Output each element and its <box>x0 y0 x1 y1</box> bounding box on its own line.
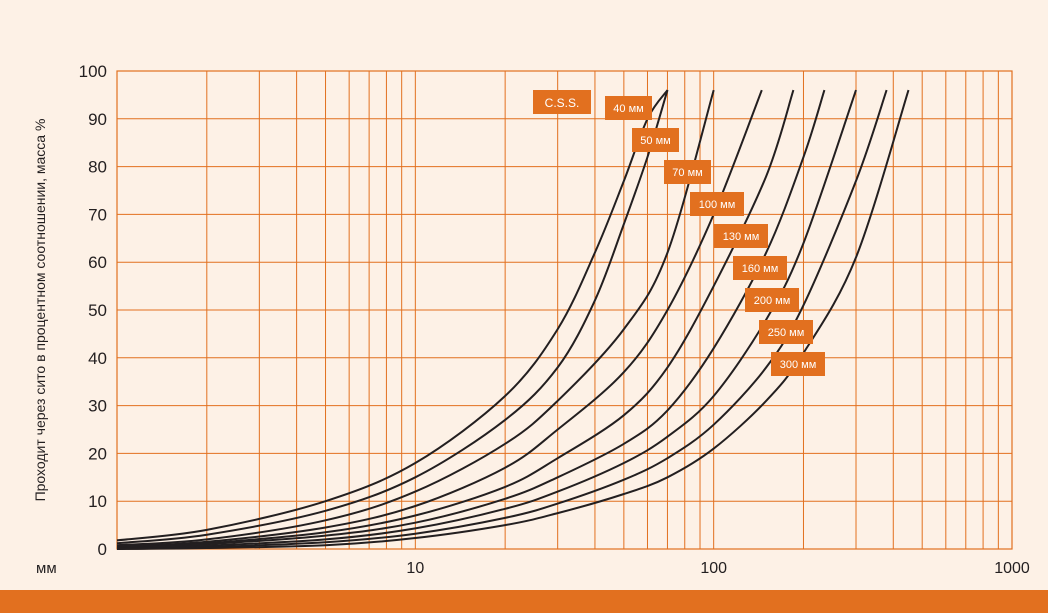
curve-label: 160 мм <box>742 263 779 275</box>
y-tick-label: 50 <box>88 301 107 320</box>
grading-curve <box>116 89 669 545</box>
y-tick-label: 60 <box>88 253 107 272</box>
grading-curve <box>116 89 715 547</box>
curve-label-box <box>664 160 711 184</box>
curve-label: 250 мм <box>768 327 805 339</box>
y-tick-label: 90 <box>88 110 107 129</box>
y-tick-label: 20 <box>88 444 107 463</box>
grading-curve <box>116 89 795 549</box>
css-legend-label: C.S.S. <box>545 96 580 110</box>
curve-label-box <box>605 96 652 120</box>
curve-label-box <box>745 288 799 312</box>
y-axis-label: Проходит через сито в процентном соотнош… <box>32 119 48 502</box>
curve-label: 100 мм <box>699 199 736 211</box>
tick-layer: 0 10 20 30 40 50 60 70 80 90 100 10 100 1000 <box>79 62 1030 577</box>
x-tick-label: 10 <box>406 560 424 577</box>
bottom-bar <box>0 590 1048 613</box>
plot-border <box>116 70 1013 550</box>
curve-label-box <box>632 128 679 152</box>
css-legend-box <box>533 90 591 114</box>
y-tick-label: 30 <box>88 397 107 416</box>
grading-curve <box>116 89 826 549</box>
grading-curve <box>116 89 888 550</box>
curve-label-box <box>771 352 825 376</box>
y-tick-label: 10 <box>88 492 107 511</box>
y-tick-label: 80 <box>88 158 107 177</box>
curve-label: 70 мм <box>672 167 702 179</box>
grading-curve <box>116 89 910 550</box>
y-tick-label: 0 <box>98 540 107 559</box>
label-layer: 40 мм 50 мм 70 мм 100 мм 130 мм 160 мм 200 мм 2… <box>533 90 825 376</box>
grading-curve <box>116 89 669 542</box>
y-tick-label: 40 <box>88 349 107 368</box>
y-tick-label: 70 <box>88 205 107 224</box>
y-tick-label: 100 <box>79 62 107 81</box>
curve-label: 50 мм <box>640 135 670 147</box>
grid-layer <box>116 70 1013 550</box>
curve-label: 300 мм <box>780 359 817 371</box>
curve-label: 130 мм <box>723 231 760 243</box>
curve-label: 200 мм <box>754 295 791 307</box>
curve-label-box <box>714 224 768 248</box>
x-axis-label: мм <box>36 560 57 577</box>
x-tick-label: 100 <box>700 560 727 577</box>
grading-curve <box>116 89 763 548</box>
x-tick-label: 1000 <box>994 560 1030 577</box>
curve-label: 40 мм <box>613 103 643 115</box>
curve-label-box <box>733 256 787 280</box>
curve-layer <box>116 89 910 550</box>
grading-curve <box>116 89 857 550</box>
curve-label-box <box>690 192 744 216</box>
curve-label-box <box>759 320 813 344</box>
